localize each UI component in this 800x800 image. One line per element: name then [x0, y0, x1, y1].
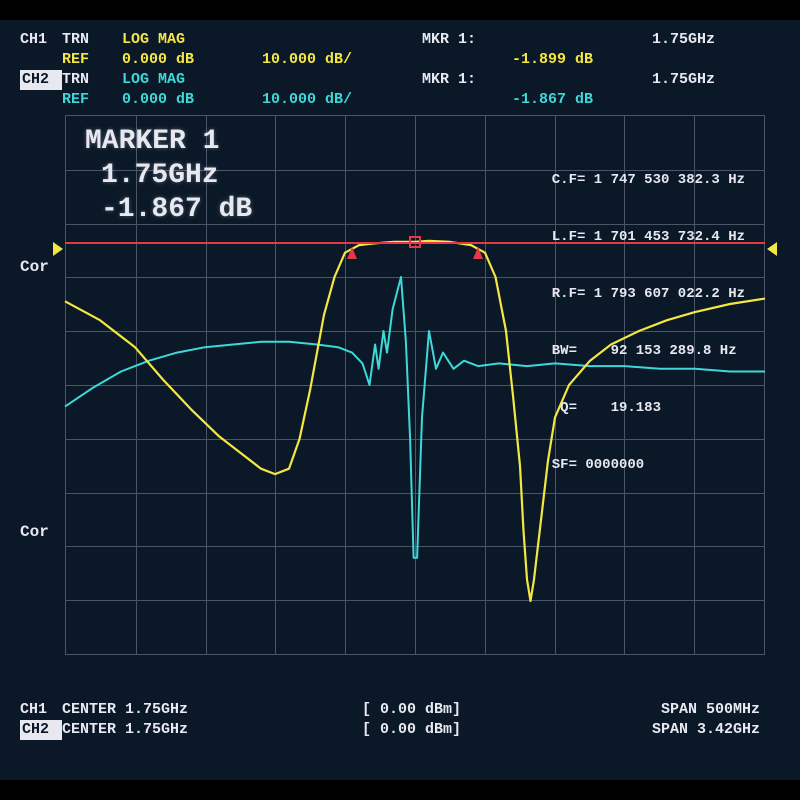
- footer-ch2-dbm: [ 0.00 dBm]: [362, 720, 562, 740]
- info-lf: L.F= 1 701 453 732.4 Hz: [552, 228, 745, 247]
- ref-triangle-left-icon: [53, 242, 63, 256]
- ch1-row2: REF 0.000 dB 10.000 dB/ -1.899 dB: [0, 50, 800, 70]
- footer-ch1-center: CENTER 1.75GHz: [62, 700, 362, 720]
- marker-indicator: [409, 236, 421, 248]
- ch2-mkr-label: MKR 1:: [422, 70, 512, 90]
- plot-area: Cor Cor MARKER 1 1.75GHz -1.867 dB C.F= …: [65, 115, 765, 655]
- ch2-mkr-freq: 1.75GHz: [652, 70, 715, 90]
- footer-ch1-label: CH1: [20, 700, 62, 720]
- analyzer-screen: CH1 TRN LOG MAG MKR 1: 1.75GHz REF 0.000…: [0, 20, 800, 780]
- ref-triangle-right-icon: [767, 242, 777, 256]
- info-bw: BW= 92 153 289.8 Hz: [552, 342, 745, 361]
- ch2-ref-val: 0.000 dB: [122, 90, 262, 110]
- marker-value: -1.867 dB: [85, 193, 252, 227]
- ch2-type: TRN: [62, 70, 122, 90]
- ch2-dbdiv: 10.000 dB/: [262, 90, 422, 110]
- cor-label-1: Cor: [20, 258, 49, 276]
- header: CH1 TRN LOG MAG MKR 1: 1.75GHz REF 0.000…: [0, 30, 800, 110]
- ch1-label: CH1: [20, 30, 62, 50]
- footer-ch2-center: CENTER 1.75GHz: [62, 720, 362, 740]
- footer-ch1-span: SPAN 500MHz: [562, 700, 800, 720]
- ch2-row1: CH2 TRN LOG MAG MKR 1: 1.75GHz: [0, 70, 800, 90]
- ch2-row2: REF 0.000 dB 10.000 dB/ -1.867 dB: [0, 90, 800, 110]
- ch2-mode: LOG MAG: [122, 70, 262, 90]
- info-cf: C.F= 1 747 530 382.3 Hz: [552, 171, 745, 190]
- footer: CH1 CENTER 1.75GHz [ 0.00 dBm] SPAN 500M…: [0, 700, 800, 740]
- info-panel: C.F= 1 747 530 382.3 Hz L.F= 1 701 453 7…: [552, 133, 745, 513]
- ch1-row1: CH1 TRN LOG MAG MKR 1: 1.75GHz: [0, 30, 800, 50]
- ch1-mkr-val: -1.899 dB: [512, 50, 652, 70]
- footer-ch2: CH2 CENTER 1.75GHz [ 0.00 dBm] SPAN 3.42…: [0, 720, 800, 740]
- marker-freq: 1.75GHz: [85, 159, 252, 193]
- info-q: Q= 19.183: [552, 399, 745, 418]
- ch1-mkr-freq: 1.75GHz: [652, 30, 715, 50]
- ch1-ref-val: 0.000 dB: [122, 50, 262, 70]
- bw-marker-left-icon: [347, 247, 357, 259]
- ch1-type: TRN: [62, 30, 122, 50]
- ch1-ref-label: REF: [62, 50, 122, 70]
- footer-ch2-label: CH2: [20, 720, 62, 740]
- ch2-label: CH2: [20, 70, 62, 90]
- ch1-dbdiv: 10.000 dB/: [262, 50, 422, 70]
- footer-ch1-dbm: [ 0.00 dBm]: [362, 700, 562, 720]
- ch1-mkr-label: MKR 1:: [422, 30, 512, 50]
- ch1-mode: LOG MAG: [122, 30, 262, 50]
- footer-ch1: CH1 CENTER 1.75GHz [ 0.00 dBm] SPAN 500M…: [0, 700, 800, 720]
- cor-label-2: Cor: [20, 523, 49, 541]
- bw-marker-right-icon: [473, 247, 483, 259]
- ch2-mkr-val: -1.867 dB: [512, 90, 652, 110]
- marker-title: MARKER 1: [85, 125, 252, 159]
- info-rf: R.F= 1 793 607 022.2 Hz: [552, 285, 745, 304]
- marker-readout: MARKER 1 1.75GHz -1.867 dB: [85, 125, 252, 227]
- ch2-ref-label: REF: [62, 90, 122, 110]
- info-sf: SF= 0000000: [552, 456, 745, 475]
- footer-ch2-span: SPAN 3.42GHz: [562, 720, 800, 740]
